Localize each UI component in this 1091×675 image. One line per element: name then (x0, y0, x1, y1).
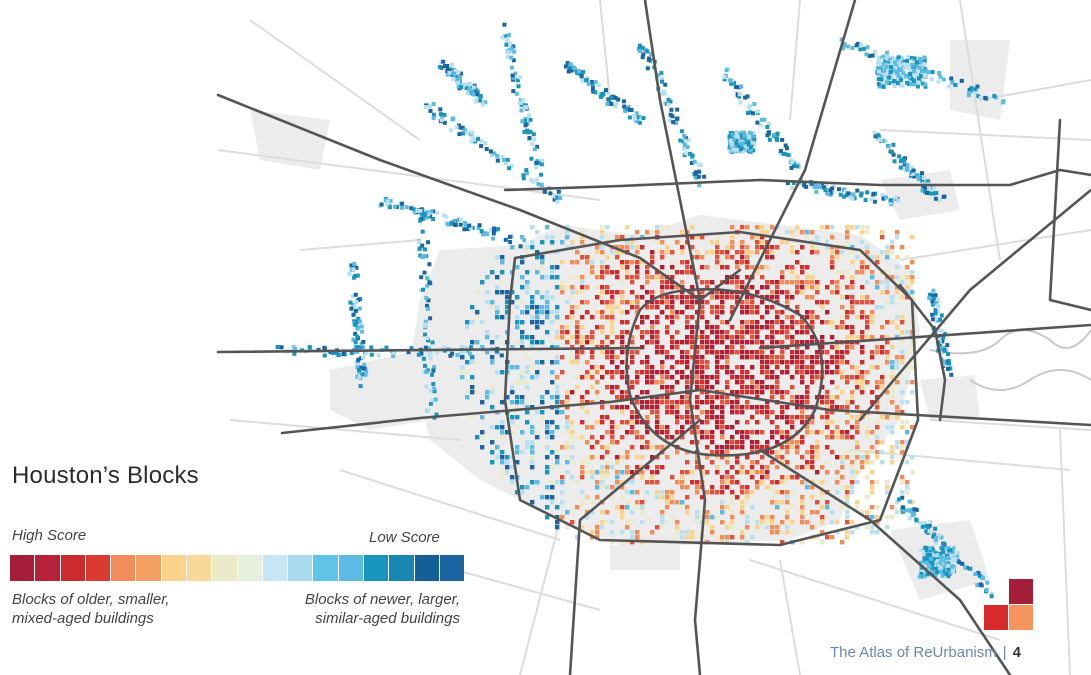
legend-high-description-line2: mixed-aged buildings (12, 610, 154, 627)
legend-swatch (288, 555, 313, 581)
legend-swatch (60, 555, 85, 581)
legend-color-scale (10, 555, 465, 581)
map-title: Houston’s Blocks (12, 462, 199, 489)
legend-swatch (338, 555, 363, 581)
legend-low-score-label: Low Score (369, 529, 440, 546)
atlas-logo-icon (984, 579, 1033, 630)
legend-swatch (389, 555, 414, 581)
legend-swatch (439, 555, 465, 581)
footer: The Atlas of ReUrbanism | 4 (830, 644, 1021, 661)
legend-swatch (111, 555, 136, 581)
legend-swatch (363, 555, 389, 581)
legend-high-score-label: High Score (12, 527, 87, 544)
legend-swatch (35, 555, 60, 581)
publication-name: The Atlas of ReUrbanism (830, 644, 997, 661)
footer-separator: | (1002, 644, 1007, 661)
legend-swatch (237, 555, 262, 581)
legend-low-description-line2: similar-aged buildings (315, 610, 460, 627)
legend-swatch (414, 555, 439, 581)
legend-swatch (85, 555, 111, 581)
legend-low-description: Blocks of newer, larger, similar-aged bu… (250, 590, 460, 628)
legend-swatch (186, 555, 212, 581)
block-score-cells (275, 22, 1006, 599)
page-number: 4 (1012, 644, 1021, 661)
legend-swatch (136, 555, 161, 581)
legend-swatch (262, 555, 288, 581)
legend-swatch (161, 555, 186, 581)
built-area-footprint (250, 40, 1010, 600)
legend-swatch (10, 555, 35, 581)
legend-low-description-line1: Blocks of newer, larger, (304, 591, 460, 608)
legend-swatch (313, 555, 338, 581)
legend-high-description: Blocks of older, smaller, mixed-aged bui… (12, 590, 170, 628)
legend-high-description-line1: Blocks of older, smaller, (12, 591, 170, 608)
legend-swatch (212, 555, 237, 581)
minor-roads (217, 0, 1091, 675)
highways (216, 0, 1091, 675)
